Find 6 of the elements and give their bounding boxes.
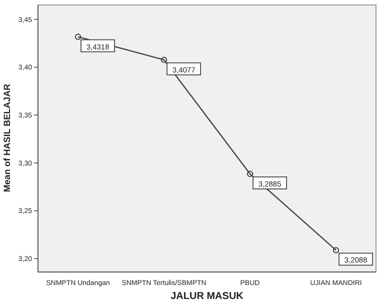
x-axis-title: JALUR MASUK: [170, 291, 244, 302]
point: [246, 170, 254, 178]
point: [332, 247, 340, 254]
point: [74, 34, 82, 40]
point: [160, 56, 168, 63]
y-axis-title: Mean of HASIL BELAJAR: [2, 83, 12, 192]
